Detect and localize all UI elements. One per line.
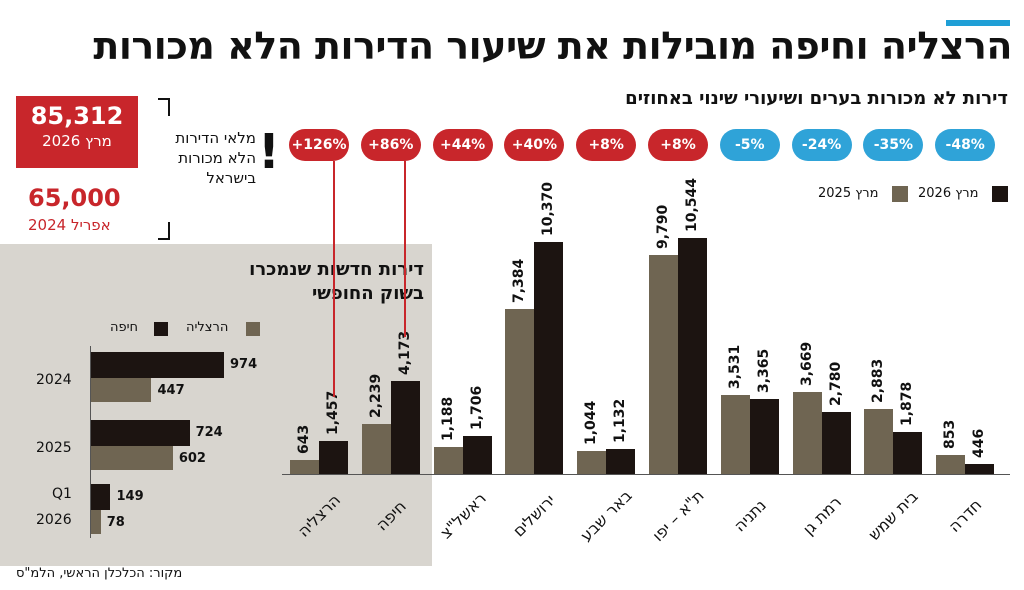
panel-title-line1: דירות חדשות שנמכרו (249, 259, 424, 280)
legend-swatch-2025 (892, 186, 908, 202)
bar-label-2025: 853 (942, 419, 959, 449)
legend-swatch-haifa (154, 322, 168, 336)
bar-label-2026: 1,132 (612, 398, 629, 443)
bar-2025 (649, 254, 678, 474)
hbar-haifa (90, 352, 224, 378)
bar-2026 (749, 398, 779, 474)
bar-label-2025: 2,883 (870, 359, 887, 404)
change-pill: -24% (791, 129, 852, 161)
legend-swatch-2026 (992, 186, 1008, 202)
bar-2025 (792, 391, 822, 474)
hbar-value-herzliya: 78 (106, 515, 125, 530)
x-axis-baseline (282, 474, 1010, 475)
accent-bar (946, 20, 1010, 26)
bar-label-2025: 643 (296, 424, 312, 454)
bar-label-2025: 3,669 (798, 341, 815, 386)
hbar-value-haifa: 974 (230, 357, 258, 372)
current-stock-date: מרץ 2026 (42, 132, 112, 150)
connector-line (332, 161, 335, 398)
bar-label-2025: 2,239 (367, 373, 384, 418)
change-pill: -48% (935, 129, 996, 161)
bar-label-2026: 1,878 (899, 381, 916, 426)
bar-2026 (893, 431, 923, 474)
hbar-haifa (90, 484, 111, 510)
sold-apartments-panel (0, 244, 432, 566)
page-title: הרצליה וחיפה מובילות את שיעור הדירות הלא… (93, 24, 1012, 68)
bar-2025 (505, 308, 535, 474)
bar-2026 (821, 411, 851, 474)
bar-2025 (361, 423, 391, 474)
legend-label-2026: מרץ 2026 (918, 186, 979, 201)
bar-label-2026: 2,780 (827, 361, 844, 406)
bar-label-2025: 1,044 (583, 400, 600, 445)
current-stock-value: 85,312 (30, 102, 124, 130)
change-pill: +8% (648, 129, 708, 161)
vacant-stock-caption: מלאי הדירות הלא מכורות בישראל (175, 129, 256, 187)
panel-title-line2: בשוק החופשי (311, 283, 424, 304)
hbar-herzliya (90, 510, 101, 534)
bar-label-2026: 1,706 (468, 385, 485, 430)
chart-subtitle: דירות לא מכורות בערים ושיעורי שינוי באחו… (625, 88, 1008, 109)
bar-2026 (319, 441, 348, 474)
bar-label-2025: 9,790 (655, 204, 671, 249)
current-stock-box: 85,312 מרץ 2026 (16, 96, 138, 168)
bar-2026 (606, 448, 636, 474)
legend-label-haifa: חיפה (110, 320, 139, 335)
bar-2025 (433, 447, 463, 474)
year-label: 2024 (36, 372, 72, 388)
hbar-haifa (90, 420, 190, 446)
legend-label-2025: מרץ 2025 (818, 186, 879, 201)
hbar-value-haifa: 149 (116, 489, 144, 504)
bar-label-2026: 1,457 (325, 391, 341, 436)
source-note: מקור: הכלכלן הראשי, הלמ"ס (16, 566, 183, 581)
bar-2026 (390, 380, 420, 474)
year-label: 2026 (36, 512, 72, 528)
panel-title: דירות חדשות שנמכרו בשוק החופשי (184, 258, 424, 306)
hbar-value-herzliya: 447 (157, 383, 185, 398)
bar-2025 (864, 409, 894, 474)
hbar-value-haifa: 724 (195, 425, 223, 440)
bracket-bottom (158, 222, 170, 240)
bar-2025 (720, 394, 750, 474)
connector-line (404, 161, 407, 337)
year-label: Q1 (52, 486, 72, 502)
legend-swatch-herzliya (246, 322, 260, 336)
bar-label-2026: 446 (971, 428, 988, 459)
hbar-herzliya (90, 446, 173, 470)
previous-stock-date: אפריל 2024 (28, 216, 111, 234)
change-pill: +44% (432, 129, 493, 161)
bar-label-2026: 3,365 (755, 348, 772, 393)
bar-2025 (936, 454, 966, 474)
change-pill: +86% (360, 129, 421, 161)
change-pill: +40% (504, 129, 565, 161)
year-label: 2025 (36, 440, 72, 456)
change-pill: +126% (289, 129, 349, 161)
hbar-value-herzliya: 602 (178, 451, 206, 466)
legend-label-herzliya: הרצליה (186, 320, 229, 335)
bar-label-2025: 1,188 (439, 397, 456, 442)
bracket-top (158, 98, 170, 116)
change-pill: +8% (576, 129, 637, 161)
bar-label-2025: 7,384 (511, 258, 528, 303)
previous-stock-value: 65,000 (28, 184, 121, 212)
hbar-axis (90, 346, 91, 538)
bar-label-2026: 10,544 (684, 177, 700, 232)
bar-2025 (290, 459, 319, 474)
exclamation-mark: ! (258, 124, 280, 180)
bar-2026 (965, 464, 995, 474)
bar-2026 (678, 238, 707, 474)
change-pill: -5% (719, 129, 780, 161)
bar-2025 (577, 450, 607, 474)
bar-2026 (534, 241, 564, 474)
bar-2026 (462, 435, 492, 474)
hbar-herzliya (90, 378, 152, 402)
change-pill: -35% (863, 129, 924, 161)
bar-label-2025: 3,531 (726, 344, 743, 389)
bar-label-2026: 10,370 (540, 181, 557, 236)
bar-label-2026: 4,173 (396, 330, 413, 375)
